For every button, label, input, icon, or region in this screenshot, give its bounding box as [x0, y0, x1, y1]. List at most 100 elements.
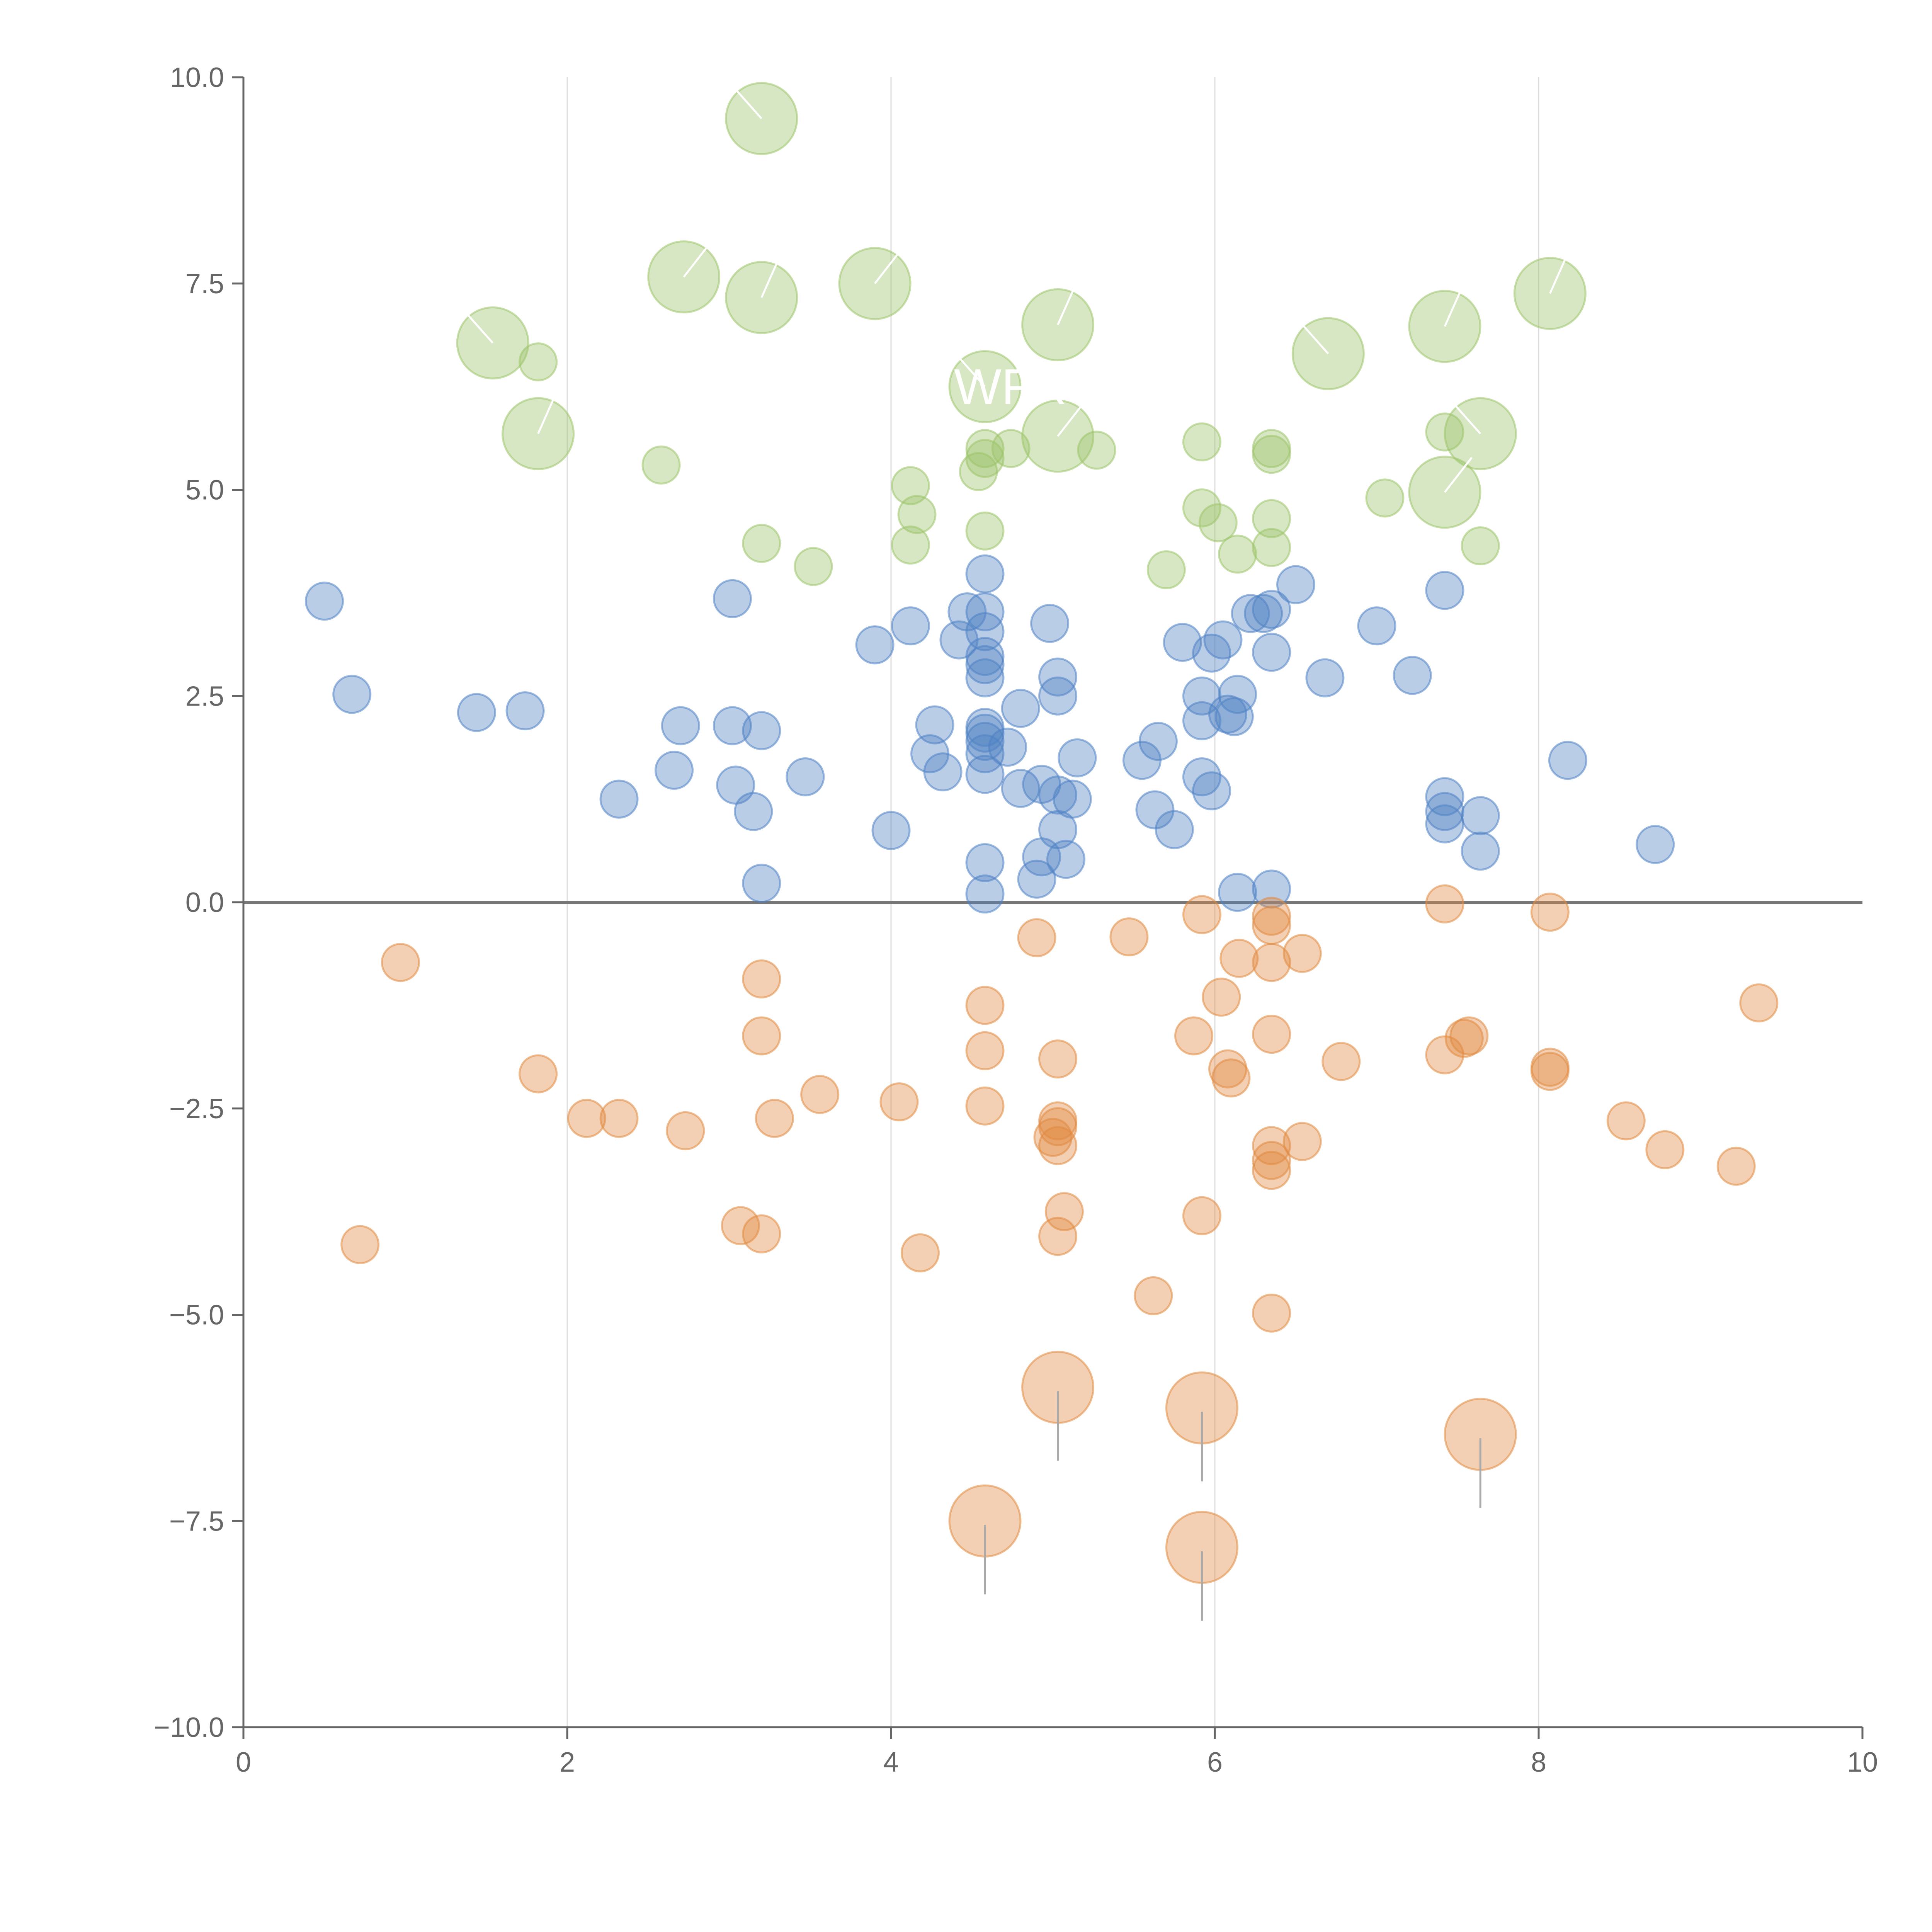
point-positive-43	[1038, 676, 1078, 716]
point-negative-3	[599, 1099, 639, 1138]
point-positive-55	[1182, 701, 1221, 740]
point-positive-62	[1218, 675, 1257, 714]
point-negative-51	[1530, 1052, 1570, 1091]
point-positive-69	[1276, 565, 1315, 604]
point-negative-0	[381, 943, 420, 982]
leader-line-3	[730, 83, 762, 119]
point-negative-29	[1182, 1196, 1221, 1235]
point-negative-33	[1219, 939, 1259, 978]
point-positive-6	[661, 706, 700, 745]
point-negative-40	[1252, 1151, 1291, 1190]
point-negative-16	[965, 1086, 1005, 1126]
point-positive-7	[713, 579, 752, 618]
point-positive-78	[1461, 832, 1500, 871]
point-positive-8	[713, 706, 752, 745]
point-negative-14	[965, 986, 1005, 1025]
point-negative-24	[1044, 1192, 1084, 1231]
leader-line-13	[1549, 258, 1566, 294]
point-highlight-10	[965, 511, 1005, 551]
point-positive-22	[965, 554, 1005, 594]
point-highlight-4	[891, 466, 930, 505]
point-positive-25	[965, 637, 1005, 676]
point-positive-4	[599, 779, 639, 819]
point-positive-72	[1393, 656, 1432, 695]
point-highlight-22	[1365, 478, 1405, 518]
point-negative-45	[1425, 884, 1464, 923]
y-tick-label-0: 10.0	[170, 62, 224, 93]
point-negative-41	[1252, 1293, 1291, 1333]
point-positive-67	[1252, 633, 1291, 672]
point-highlight-1	[641, 445, 681, 485]
point-positive-32	[965, 755, 1005, 794]
point-negative-1	[519, 1054, 558, 1094]
x-tick-label-4: 8	[1531, 1747, 1546, 1778]
point-negative-44	[1321, 1042, 1361, 1081]
point-positive-57	[1192, 633, 1231, 673]
point-highlight-0	[519, 342, 558, 382]
point-positive-26	[965, 645, 1005, 684]
leader-line-7	[1057, 289, 1074, 325]
point-negative-11	[800, 1075, 840, 1114]
point-positive-34	[965, 874, 1005, 914]
point-highlight-6	[897, 495, 937, 534]
x-tick-label-1: 2	[560, 1747, 575, 1778]
point-positive-13	[786, 757, 825, 796]
point-positive-30	[965, 722, 1005, 761]
point-positive-46	[1046, 840, 1086, 879]
axes: 10.0 7.5 5.0 2.5 0.0 −2.5 −5.0 −7.5 −10.0 0 2 4 6 8 10	[154, 62, 1878, 1778]
leader-line-12	[1449, 398, 1481, 434]
point-negative-23	[1038, 1217, 1078, 1256]
point-positive-58	[1192, 771, 1231, 811]
point-negative-12	[879, 1082, 919, 1122]
point-positive-80	[1636, 825, 1675, 864]
point-negative-48	[1449, 1016, 1489, 1056]
point-negative-49	[1530, 893, 1570, 932]
point-positive-3	[505, 691, 545, 731]
point-positive-59	[1203, 620, 1243, 660]
point-positive-15	[871, 811, 911, 850]
point-negative-26	[1134, 1276, 1173, 1315]
x-tick-label-0: 0	[236, 1747, 251, 1778]
point-positive-74	[1425, 777, 1464, 816]
y-tick-label-5: −2.5	[169, 1094, 224, 1124]
point-positive-27	[965, 658, 1005, 697]
leader-line-5	[874, 248, 903, 284]
point-positive-71	[1357, 606, 1396, 646]
point-highlight-17	[1218, 534, 1257, 574]
leader-line-6	[953, 351, 986, 388]
point-positive-23	[965, 592, 1005, 631]
point-positive-36	[1001, 689, 1040, 728]
point-highlight-12	[1077, 430, 1116, 470]
point-positive-52	[1155, 810, 1194, 849]
point-positive-29	[965, 713, 1005, 753]
point-negative-43	[1282, 1122, 1322, 1161]
point-positive-31	[965, 734, 1005, 774]
point-negative-34	[1252, 896, 1291, 936]
leader-line-2	[683, 242, 712, 278]
point-positive-14	[855, 625, 895, 665]
point-positive-56	[1182, 757, 1221, 796]
point-negative-39	[1252, 1141, 1291, 1180]
point-negative-19	[1038, 1039, 1078, 1079]
point-negative-4	[666, 1111, 705, 1150]
point-positive-12	[742, 864, 781, 903]
y-tick-label-7: −7.5	[169, 1506, 224, 1537]
leader-line-8	[1057, 401, 1086, 437]
point-positive-33	[965, 843, 1005, 883]
point-negative-42	[1282, 934, 1322, 973]
point-negative-55	[1739, 983, 1779, 1022]
point-positive-77	[1461, 796, 1500, 835]
leader-line-11	[1444, 457, 1473, 493]
point-positive-41	[1030, 604, 1070, 643]
point-positive-44	[1038, 775, 1078, 815]
point-positive-35	[988, 728, 1027, 767]
point-positive-60	[1208, 694, 1248, 734]
point-highlight-9	[965, 439, 1005, 478]
point-positive-19	[923, 752, 963, 792]
annotations-layer: WFX	[461, 83, 1566, 1621]
point-negative-53	[1645, 1130, 1685, 1169]
point-positive-53	[1163, 622, 1202, 662]
leader-line-0	[461, 307, 494, 344]
point-highlight-15	[1182, 488, 1221, 527]
